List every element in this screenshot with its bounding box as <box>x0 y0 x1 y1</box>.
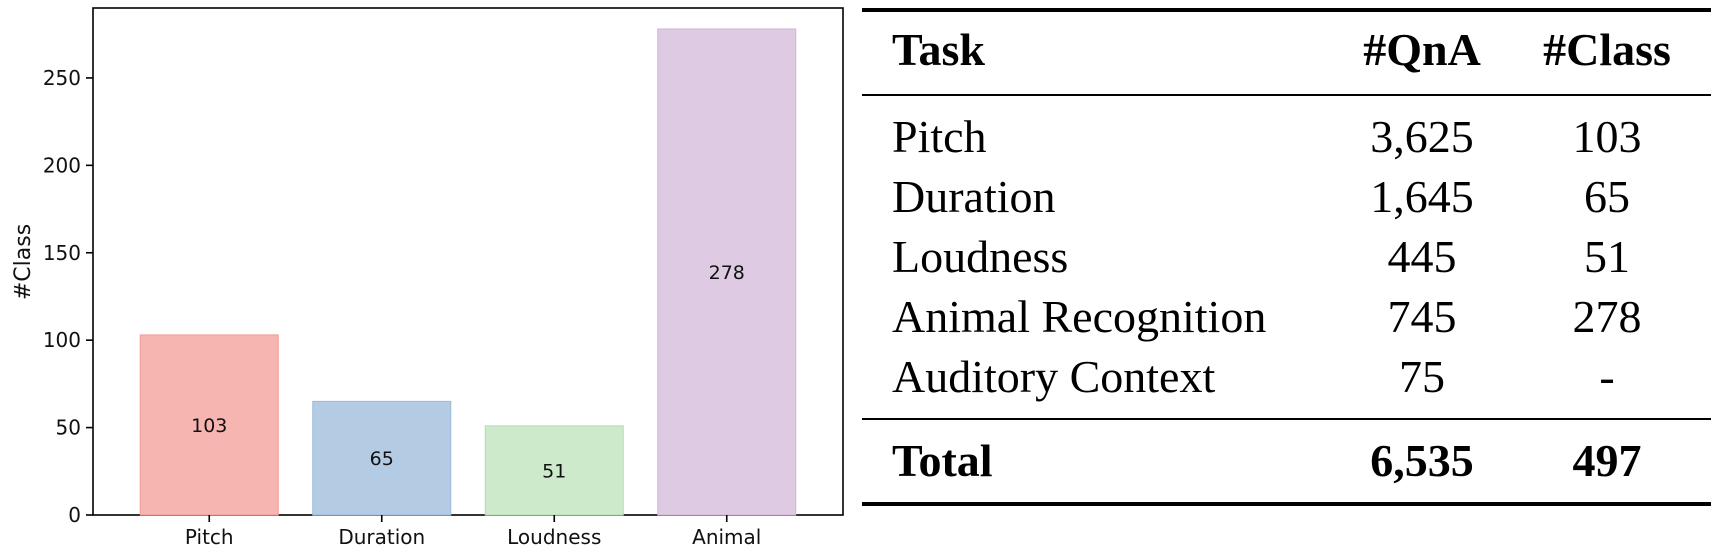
bar-pitch <box>139 334 279 516</box>
bars: 103 65 51 278 <box>139 28 797 516</box>
table-top-rule <box>862 8 1711 12</box>
row-class: 103 <box>1572 111 1642 162</box>
bar-duration <box>312 400 452 516</box>
plot-frame <box>92 7 844 516</box>
y-tick-label: 250 <box>43 66 81 90</box>
row-qna: 745 <box>1387 291 1457 342</box>
total-qna: 6,535 <box>1370 435 1474 486</box>
row-class: 51 <box>1584 231 1630 282</box>
table-row: Loudness 445 51 <box>862 227 1711 287</box>
table-header-row: Task #QnA #Class <box>862 20 1711 80</box>
dataset-statistics-table: Task #QnA #Class Pitch 3,625 103 Duratio… <box>862 0 1713 550</box>
row-class: 278 <box>1572 291 1642 342</box>
row-class: - <box>1599 351 1615 402</box>
x-tick-label: Pitch <box>185 525 234 549</box>
total-class: 497 <box>1572 435 1642 486</box>
bar-value-label: 103 <box>191 415 227 437</box>
header-qna: #QnA <box>1363 24 1481 75</box>
row-task: Duration <box>892 171 1056 222</box>
y-tick-label: 100 <box>43 328 81 352</box>
row-task: Animal Recognition <box>892 291 1267 342</box>
table-row: Pitch 3,625 103 <box>862 107 1711 167</box>
y-axis-label: #Class <box>11 224 36 300</box>
table-total-rule <box>862 418 1711 420</box>
table-row: Duration 1,645 65 <box>862 167 1711 227</box>
table-row: Animal Recognition 745 278 <box>862 287 1711 347</box>
row-task: Auditory Context <box>892 351 1216 402</box>
row-qna: 1,645 <box>1370 171 1474 222</box>
y-tick-label: 150 <box>43 241 81 265</box>
table-bottom-rule <box>862 502 1711 506</box>
x-tick-label: Loudness <box>507 525 601 549</box>
header-class: #Class <box>1543 24 1671 75</box>
bar-value-label: 51 <box>542 460 566 482</box>
x-tick-label: Duration <box>338 525 425 549</box>
table-header-rule <box>862 94 1711 96</box>
class-count-bar-chart: 0 50 100 150 200 250 103 65 51 278 Pitch Duration… <box>11 7 844 549</box>
y-tick-label: 50 <box>56 416 81 440</box>
bar-value-label: 278 <box>709 262 745 284</box>
y-tick-label: 0 <box>68 503 81 527</box>
row-qna: 445 <box>1387 231 1457 282</box>
row-qna: 75 <box>1399 351 1445 402</box>
bar-value-label: 65 <box>370 448 394 470</box>
header-task: Task <box>892 24 985 75</box>
bar-loudness <box>484 425 624 516</box>
table-total-row: Total 6,535 497 <box>862 431 1711 491</box>
row-task: Pitch <box>892 111 987 162</box>
row-class: 65 <box>1584 171 1630 222</box>
row-task: Loudness <box>892 231 1069 282</box>
x-tick-label: Animal <box>692 525 761 549</box>
y-axis-ticks: 0 50 100 150 200 250 <box>43 66 93 527</box>
row-qna: 3,625 <box>1370 111 1474 162</box>
table-row: Auditory Context 75 - <box>862 347 1711 407</box>
x-axis-ticks: Pitch Duration Loudness Animal <box>185 515 761 549</box>
y-tick-label: 200 <box>43 153 81 177</box>
total-task: Total <box>892 435 993 486</box>
